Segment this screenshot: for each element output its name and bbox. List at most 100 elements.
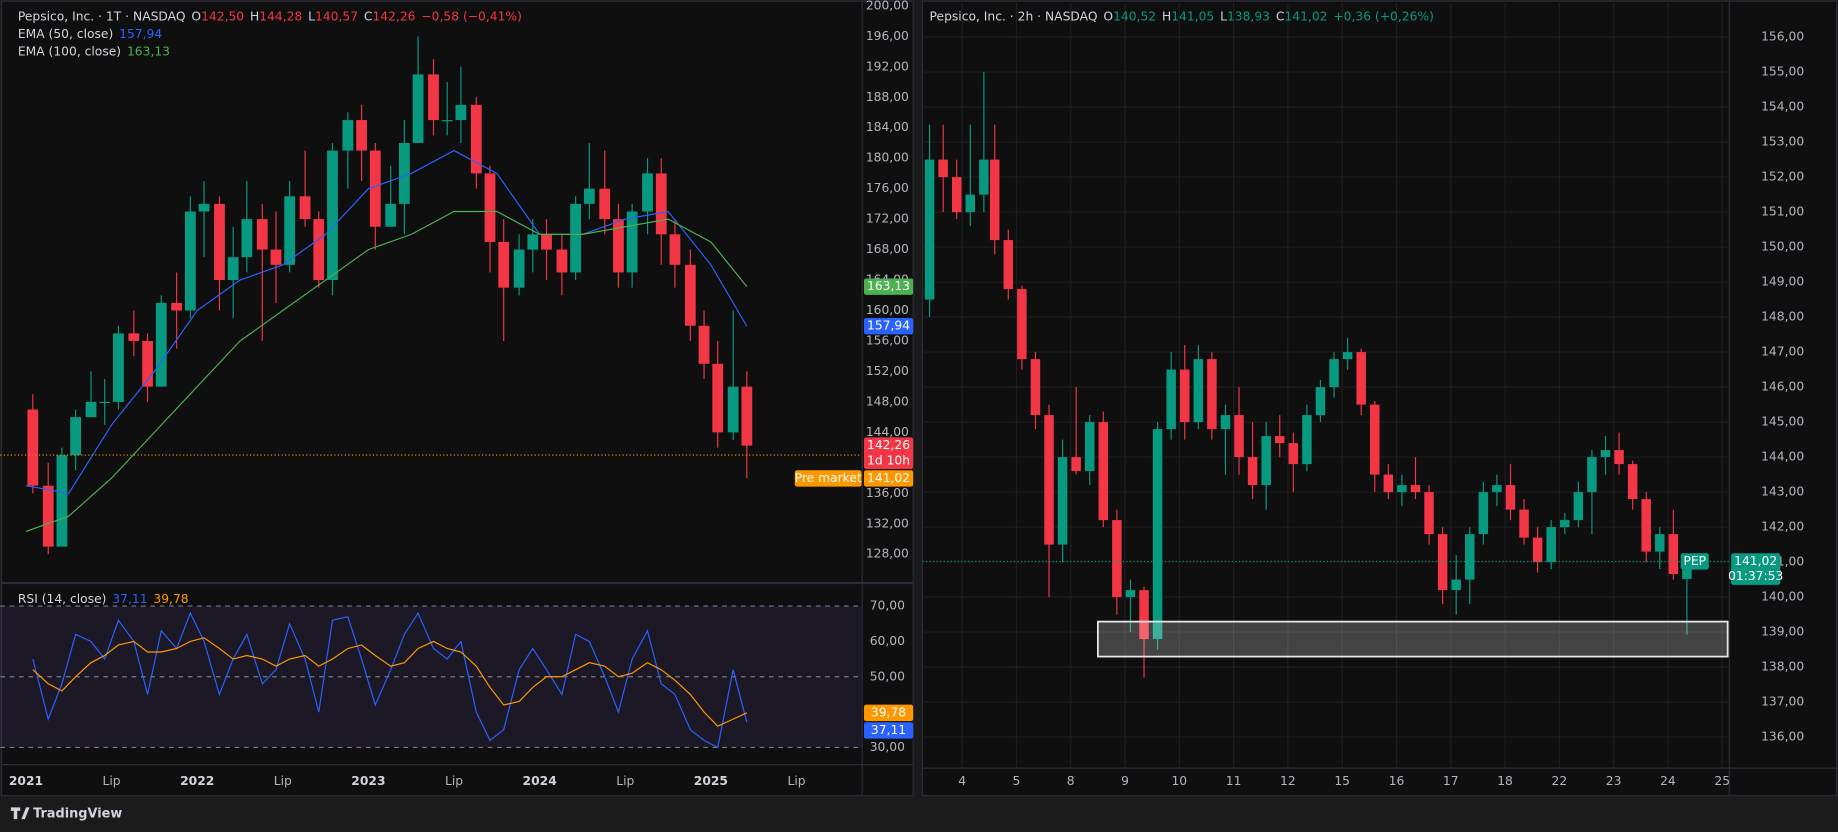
ohlc-value: 140,57: [315, 9, 358, 23]
candle-body: [369, 150, 381, 227]
y-tick-label: 142,00: [1761, 520, 1804, 534]
y-tick-label: 155,00: [1761, 65, 1804, 79]
candle-body: [1152, 429, 1163, 640]
logo[interactable]: TradingView: [10, 806, 123, 821]
candle-body: [669, 234, 681, 265]
y-tick-label: 128,00: [866, 547, 909, 561]
candle-body: [541, 234, 552, 250]
y-tick-label: 50,00: [870, 669, 905, 683]
change: +0,36 (+0,26%): [1333, 9, 1434, 23]
candle-body: [1057, 457, 1068, 545]
indicator-name: EMA (50, close): [18, 26, 113, 40]
indicator-value: 157,94: [119, 26, 162, 40]
candle-body: [1003, 240, 1014, 290]
candle-body: [1017, 289, 1027, 360]
candle-body: [1179, 369, 1190, 423]
x-tick-label: 24: [1660, 774, 1676, 788]
price-badge-label: 37,11: [871, 723, 906, 737]
indicator-value: 37,11: [112, 591, 147, 605]
x-tick-label: Lip: [103, 774, 121, 788]
candle-body: [1627, 464, 1638, 500]
x-tick-label: 2024: [523, 774, 557, 788]
y-tick-label: 152,00: [1761, 170, 1804, 184]
y-tick-label: 146,00: [1761, 380, 1804, 394]
candle-body: [684, 264, 696, 326]
ohlc-key: L: [308, 9, 315, 23]
x-tick-label: 10: [1171, 774, 1187, 788]
candle-body: [1288, 443, 1299, 465]
ohlc-value: 142,26: [372, 9, 415, 23]
candle-body: [171, 302, 183, 311]
candle-body: [128, 333, 140, 341]
y-tick-label: 188,00: [866, 90, 909, 104]
ohlc-value: 138,93: [1227, 9, 1270, 23]
ohlc-key: L: [1220, 9, 1227, 23]
price-badge-label: 157,94: [867, 319, 910, 333]
candle-body: [989, 159, 1000, 241]
price-badge-label: 142,26: [867, 438, 910, 452]
y-tick-label: 168,00: [866, 242, 909, 256]
y-tick-label: 150,00: [1761, 240, 1804, 254]
y-tick-label: 149,00: [1761, 275, 1804, 289]
candle-body: [1071, 457, 1081, 472]
y-tick-label: 151,00: [1761, 205, 1804, 219]
symbol-badge-label: PEP: [1683, 554, 1706, 568]
candle-body: [513, 249, 525, 288]
y-tick-label: 143,00: [1761, 485, 1804, 499]
candle-body: [99, 401, 111, 404]
x-tick-label: 12: [1280, 774, 1296, 788]
price-badge: [863, 470, 914, 487]
zone-rectangle: [1096, 620, 1729, 658]
candle-body: [428, 74, 439, 121]
price-badge: [863, 317, 914, 335]
candle-body: [1044, 415, 1054, 545]
x-tick-label: 2021: [9, 774, 43, 788]
y-tick-label: 200,00: [866, 0, 909, 12]
candle-body: [184, 211, 196, 311]
x-tick-label: 9: [1121, 774, 1129, 788]
x-tick-label: 15: [1334, 774, 1350, 788]
candle-body: [1492, 485, 1502, 493]
candle-body: [698, 325, 710, 364]
x-tick-label: 17: [1443, 774, 1459, 788]
indicator-legend: EMA (50, close) 157,94: [18, 26, 163, 40]
symbol-title: Pepsico, Inc. · 2h · NASDAQ: [930, 9, 1098, 23]
y-tick-label: 30,00: [870, 740, 905, 754]
series-line: [32, 611, 748, 749]
right-panel: [921, 0, 1838, 797]
candle-body: [570, 203, 582, 273]
y-tick-label: 60,00: [870, 634, 905, 648]
candle-body: [527, 234, 539, 250]
candle-body: [484, 173, 496, 242]
y-tick-label: 192,00: [866, 59, 909, 73]
price-badge-label: 163,13: [867, 279, 910, 293]
brand: TradingView: [33, 806, 122, 821]
candle-body: [356, 120, 367, 151]
y-tick-label: 140,00: [1761, 590, 1804, 604]
candle-body: [470, 104, 482, 174]
premarket-tag: [794, 470, 862, 487]
candle-body: [613, 219, 624, 273]
ohlc-value: 141,05: [1171, 9, 1214, 23]
price-badge: [863, 722, 914, 739]
y-tick-label: 153,00: [1761, 135, 1804, 149]
series-line: [32, 637, 748, 727]
x-tick-label: 16: [1389, 774, 1405, 788]
plot-area: [32, 611, 748, 749]
candle-body: [256, 219, 268, 250]
candle-body: [1125, 590, 1136, 598]
candle-body: [1397, 485, 1407, 493]
candle-body: [1600, 450, 1611, 458]
candle-body: [1112, 520, 1122, 598]
x-tick-label: 5: [1013, 774, 1021, 788]
logo-icon: [10, 807, 30, 820]
candle-body: [979, 159, 989, 195]
y-tick-label: 156,00: [1761, 30, 1804, 44]
legend-header: RSI (14, close) 37,11 39,78: [18, 591, 189, 605]
candle-body: [70, 417, 82, 456]
candle-body: [1519, 509, 1529, 538]
candle-body: [741, 386, 753, 446]
price-badge: [1731, 553, 1781, 585]
indicator-value: 163,13: [127, 44, 170, 58]
y-tick-label: 144,00: [1761, 450, 1804, 464]
